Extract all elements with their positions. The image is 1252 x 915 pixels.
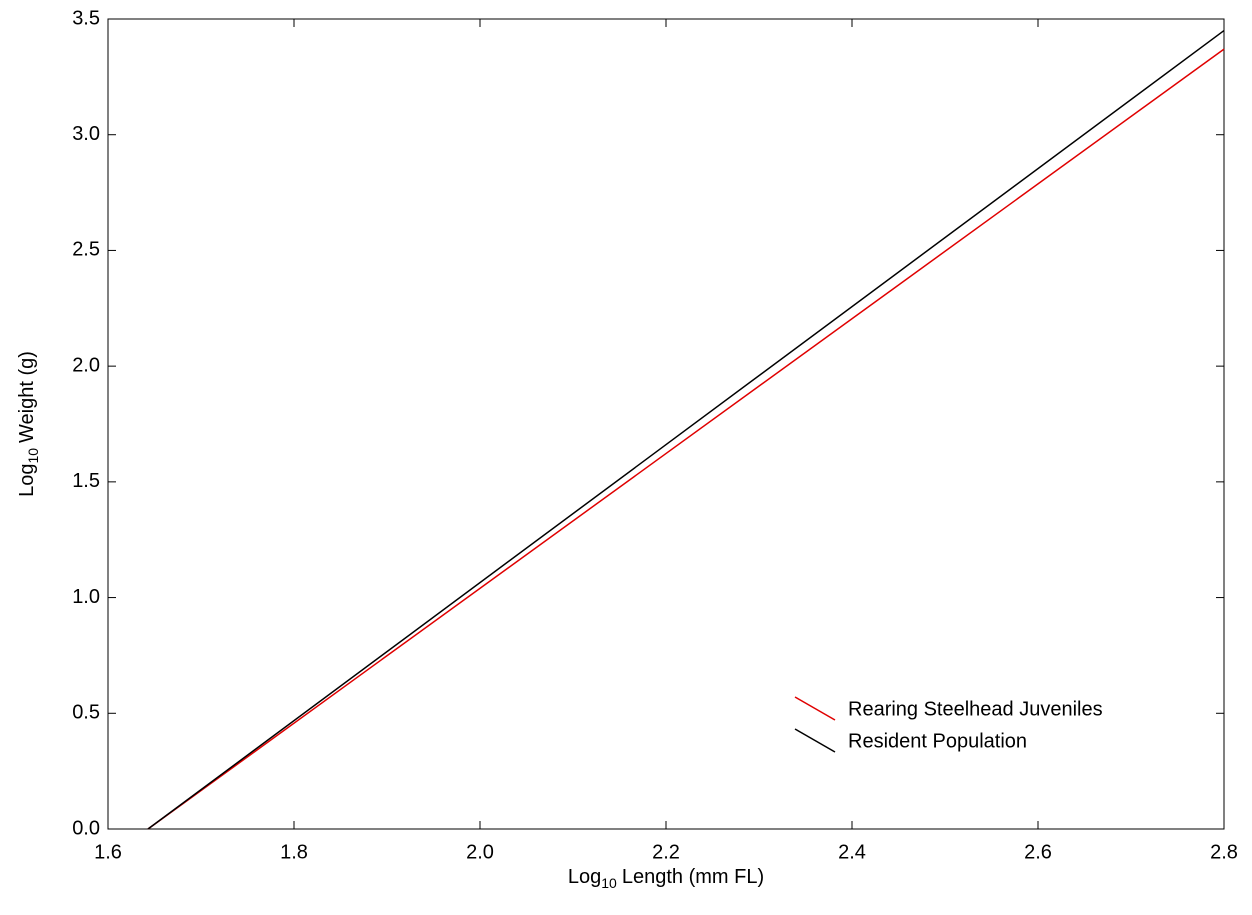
x-tick-label: 2.6	[1024, 841, 1052, 863]
x-label-prefix: Log	[568, 866, 601, 888]
y-tick-label: 2.5	[72, 239, 100, 261]
y-tick-label: 0.5	[72, 702, 100, 724]
legend-label: Resident Population	[848, 730, 1027, 752]
x-tick-label: 2.8	[1210, 841, 1238, 863]
legend-swatch	[794, 728, 836, 753]
y-label-prefix: Log	[16, 464, 38, 497]
y-label-subscript: 10	[25, 448, 41, 464]
x-axis-label: Log10 Length (mm FL)	[568, 866, 764, 890]
y-tick-label: 3.0	[72, 123, 100, 145]
y-tick-label: 2.0	[72, 354, 100, 376]
y-tick-label: 1.0	[72, 586, 100, 608]
x-tick-label: 1.6	[94, 841, 122, 863]
x-label-subscript: 10	[601, 875, 617, 891]
y-axis-label: Log10 Weight (g)	[16, 351, 40, 497]
y-label-text: Weight (g)	[16, 351, 38, 443]
y-tick-label: 0.0	[72, 817, 100, 839]
x-label-text: Length (mm FL)	[622, 866, 764, 888]
legend-swatch	[794, 696, 836, 721]
x-tick-label: 2.2	[652, 841, 680, 863]
series-line	[147, 29, 1225, 830]
y-tick-label: 1.5	[72, 470, 100, 492]
x-tick-label: 2.0	[466, 841, 494, 863]
x-tick-label: 1.8	[280, 841, 308, 863]
series-line	[147, 48, 1225, 830]
y-tick-label: 3.5	[72, 7, 100, 29]
legend-label: Rearing Steelhead Juveniles	[848, 698, 1103, 720]
x-tick-label: 2.4	[838, 841, 866, 863]
